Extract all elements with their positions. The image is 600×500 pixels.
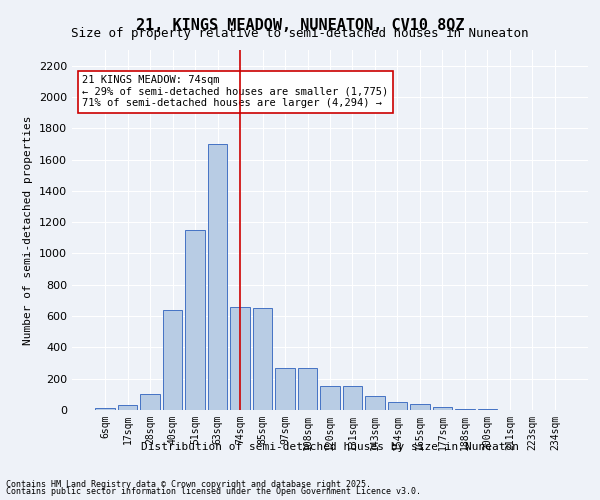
- Text: 21 KINGS MEADOW: 74sqm
← 29% of semi-detached houses are smaller (1,775)
71% of : 21 KINGS MEADOW: 74sqm ← 29% of semi-det…: [82, 75, 389, 108]
- Bar: [455, 408, 475, 410]
- Bar: [185, 230, 205, 410]
- Bar: [433, 407, 452, 410]
- Bar: [478, 409, 497, 410]
- Bar: [163, 310, 182, 410]
- Bar: [118, 406, 137, 410]
- Bar: [365, 396, 385, 410]
- Bar: [208, 144, 227, 410]
- Bar: [275, 368, 295, 410]
- Bar: [95, 408, 115, 410]
- Bar: [230, 306, 250, 410]
- Bar: [253, 308, 272, 410]
- Bar: [320, 386, 340, 410]
- Text: Distribution of semi-detached houses by size in Nuneaton: Distribution of semi-detached houses by …: [141, 442, 519, 452]
- Text: Contains public sector information licensed under the Open Government Licence v3: Contains public sector information licen…: [6, 488, 421, 496]
- Bar: [388, 402, 407, 410]
- Bar: [410, 404, 430, 410]
- Bar: [140, 394, 160, 410]
- Text: Contains HM Land Registry data © Crown copyright and database right 2025.: Contains HM Land Registry data © Crown c…: [6, 480, 371, 489]
- Text: Size of property relative to semi-detached houses in Nuneaton: Size of property relative to semi-detach…: [71, 28, 529, 40]
- Text: 21, KINGS MEADOW, NUNEATON, CV10 8QZ: 21, KINGS MEADOW, NUNEATON, CV10 8QZ: [136, 18, 464, 32]
- Bar: [343, 386, 362, 410]
- Bar: [298, 368, 317, 410]
- Y-axis label: Number of semi-detached properties: Number of semi-detached properties: [23, 116, 34, 345]
